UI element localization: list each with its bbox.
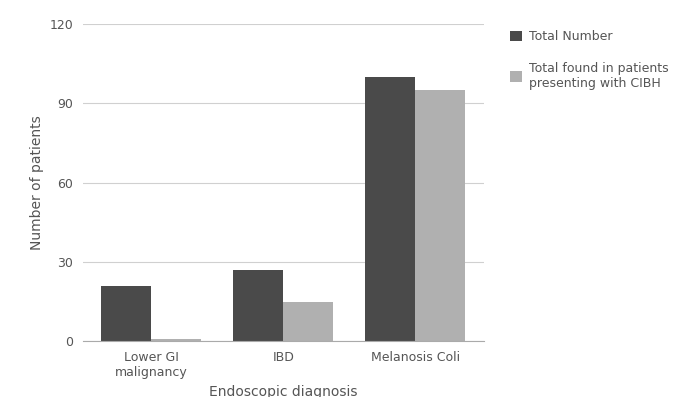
Bar	[365, 77, 415, 341]
Bar	[151, 339, 202, 341]
Bar	[101, 286, 151, 341]
Y-axis label: Number of patients: Number of patients	[30, 115, 44, 250]
X-axis label: Endoscopic diagnosis: Endoscopic diagnosis	[209, 385, 357, 397]
Bar	[415, 90, 466, 341]
Bar	[283, 302, 334, 341]
Bar	[233, 270, 283, 341]
Legend: Total Number, Total found in patients
presenting with CIBH: Total Number, Total found in patients pr…	[510, 30, 668, 90]
